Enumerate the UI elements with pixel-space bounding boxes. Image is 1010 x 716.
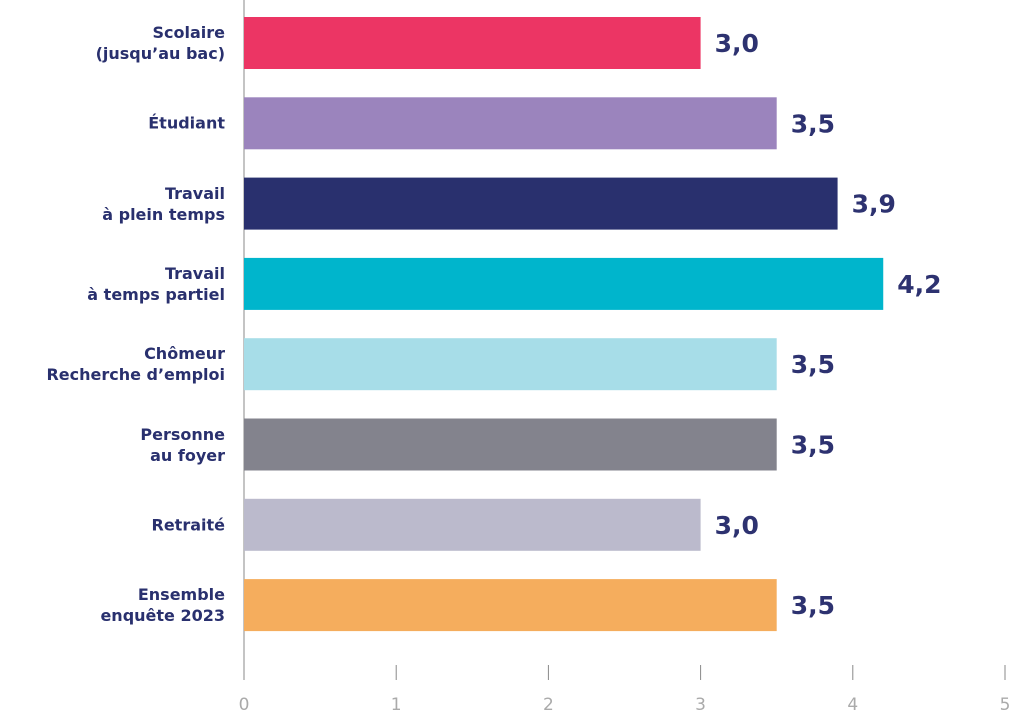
category-label: Étudiant xyxy=(148,113,225,133)
bar xyxy=(244,17,701,69)
value-label: 4,2 xyxy=(897,270,941,299)
x-tick-label: 2 xyxy=(543,695,554,715)
bar xyxy=(244,498,701,551)
x-tick-label: 1 xyxy=(391,695,402,715)
value-label: 3,0 xyxy=(715,511,759,540)
x-tick-label: 4 xyxy=(847,695,858,715)
category-label: Travail à plein temps xyxy=(102,183,225,224)
value-label: 3,0 xyxy=(715,29,759,58)
category-label: Retraité xyxy=(151,515,226,535)
x-tick-label: 3 xyxy=(695,695,706,715)
category-label: Travail à temps partiel xyxy=(87,263,225,304)
category-label: Ensemble enquête 2023 xyxy=(100,585,225,626)
value-label: 3,5 xyxy=(791,591,835,620)
value-label: 3,5 xyxy=(791,431,835,460)
bar xyxy=(244,97,777,150)
category-label: Scolaire (jusqu’au bac) xyxy=(95,23,225,63)
value-label: 3,5 xyxy=(791,350,835,379)
bar xyxy=(244,257,884,310)
category-label: Chômeur Recherche d’emploi xyxy=(46,344,225,385)
bar xyxy=(244,418,777,471)
x-tick-label: 5 xyxy=(1000,695,1010,715)
value-label: 3,5 xyxy=(791,109,835,138)
bar xyxy=(244,338,777,391)
bar xyxy=(244,579,777,632)
bar xyxy=(244,177,838,230)
x-tick-label: 0 xyxy=(239,695,250,715)
value-label: 3,9 xyxy=(852,190,896,219)
category-label: Personne au foyer xyxy=(140,424,225,465)
